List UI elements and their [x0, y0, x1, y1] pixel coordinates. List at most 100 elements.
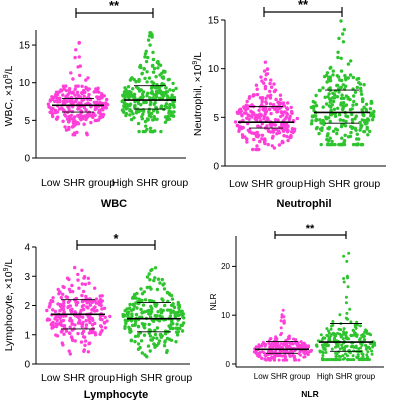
neutrophil-data-point [262, 81, 266, 85]
lymphocyte-data-point [136, 334, 140, 338]
wbc-data-point [89, 120, 93, 125]
wbc-data-point [160, 92, 164, 97]
nlr-data-point [314, 343, 318, 347]
wbc-data-point [128, 102, 133, 106]
nlr-data-point [345, 259, 349, 263]
nlr-data-point [361, 335, 365, 339]
wbc-data-point [165, 94, 169, 98]
nlr-data-point [254, 350, 258, 354]
neutrophil-data-point [275, 132, 279, 136]
neutrophil-data-point [320, 126, 324, 130]
neutrophil-data-point [272, 82, 276, 86]
wbc-data-point [143, 119, 148, 124]
neutrophil-data-point [322, 122, 326, 127]
lymphocyte-data-point [58, 321, 63, 325]
wbc-data-point [77, 55, 82, 59]
lymphocyte-data-point [133, 322, 137, 327]
nlr-data-point [325, 327, 329, 331]
wbc-data-point [147, 76, 152, 80]
wbc-data-point [150, 90, 154, 94]
wbc-data-point [152, 115, 156, 119]
wbc-data-point [140, 115, 144, 119]
neutrophil-data-point [339, 19, 343, 23]
nlr-data-point [344, 301, 348, 305]
neutrophil-data-point [335, 83, 339, 88]
nlr-y-tick-label: 10 [221, 311, 230, 320]
lymphocyte-data-point [168, 308, 173, 312]
neutrophil-data-point [262, 69, 267, 73]
lymphocyte-data-point [143, 298, 148, 302]
neutrophil-data-point [317, 131, 321, 136]
lymphocyte-data-point [56, 287, 60, 292]
neutrophil-data-point [264, 106, 268, 111]
wbc-data-point [86, 112, 90, 116]
neutrophil-x-label-high: High SHR group [304, 178, 381, 190]
wbc-data-point [124, 105, 128, 109]
wbc-data-point [74, 84, 78, 88]
lymphocyte-data-point [54, 322, 58, 326]
lymphocyte-data-point [88, 303, 92, 307]
lymphocyte-data-point [59, 295, 63, 300]
lymphocyte-data-point [80, 268, 84, 272]
neutrophil-data-point [255, 144, 259, 148]
lymphocyte-data-point [58, 290, 62, 294]
lymphocyte-data-point [98, 314, 103, 319]
wbc-data-point [153, 101, 157, 105]
neutrophil-data-point [279, 97, 283, 102]
nlr-data-point [323, 343, 327, 347]
wbc-data-point [137, 129, 141, 134]
lymphocyte-data-point [59, 330, 63, 334]
neutrophil-data-point [281, 113, 285, 117]
lymphocyte-data-point [134, 296, 138, 300]
lymphocyte-data-point [56, 302, 60, 306]
neutrophil-data-point [327, 104, 331, 108]
neutrophil-data-point [341, 40, 346, 44]
nlr-data-point [322, 336, 325, 340]
neutrophil-data-point [336, 55, 340, 60]
lymphocyte-data-point [155, 343, 159, 348]
neutrophil-data-point [255, 92, 260, 97]
neutrophil-data-point [325, 80, 329, 84]
wbc-y-axis-label: WBC, ×109/L [3, 65, 15, 126]
nlr-data-point [342, 332, 345, 336]
neutrophil-data-point [243, 135, 247, 139]
wbc-data-point [139, 103, 143, 107]
lymphocyte-data-point [74, 303, 79, 307]
neutrophil-data-point [333, 142, 337, 147]
lymphocyte-data-point [66, 300, 71, 304]
wbc-data-point [151, 109, 156, 113]
wbc-data-point [144, 59, 149, 64]
nlr-data-point [269, 358, 272, 362]
wbc-data-point [132, 96, 136, 100]
lymphocyte-data-point [170, 297, 175, 301]
lymphocyte-data-point [140, 351, 144, 355]
lymphocyte-data-point [81, 303, 86, 308]
wbc-data-point [167, 117, 172, 121]
neutrophil-data-point [280, 139, 285, 144]
wbc-data-point [123, 86, 127, 90]
neutrophil-data-point [360, 142, 365, 147]
nlr-data-point [364, 347, 368, 351]
nlr-data-point [291, 342, 295, 346]
nlr-data-point [354, 326, 358, 330]
neutrophil-data-point [240, 114, 244, 118]
wbc-data-point [123, 96, 127, 100]
wbc-data-point [126, 94, 130, 98]
neutrophil-data-point [331, 99, 336, 104]
wbc-data-point [161, 76, 166, 81]
neutrophil-data-point [359, 123, 363, 127]
nlr-data-point [361, 353, 365, 356]
nlr-data-point [323, 347, 327, 350]
lymphocyte-data-point [153, 302, 157, 306]
lymphocyte-data-point [162, 287, 167, 291]
lymphocyte-data-point [67, 277, 71, 282]
nlr-data-point [349, 333, 353, 337]
wbc-data-point [48, 99, 52, 103]
wbc-data-point [62, 87, 66, 91]
lymphocyte-data-point [172, 305, 177, 310]
neutrophil-data-point [326, 95, 330, 99]
nlr-summary-lines [255, 323, 373, 354]
lymphocyte-data-point [153, 332, 158, 337]
lymphocyte-data-point [142, 290, 146, 294]
nlr-data-point [351, 354, 355, 358]
